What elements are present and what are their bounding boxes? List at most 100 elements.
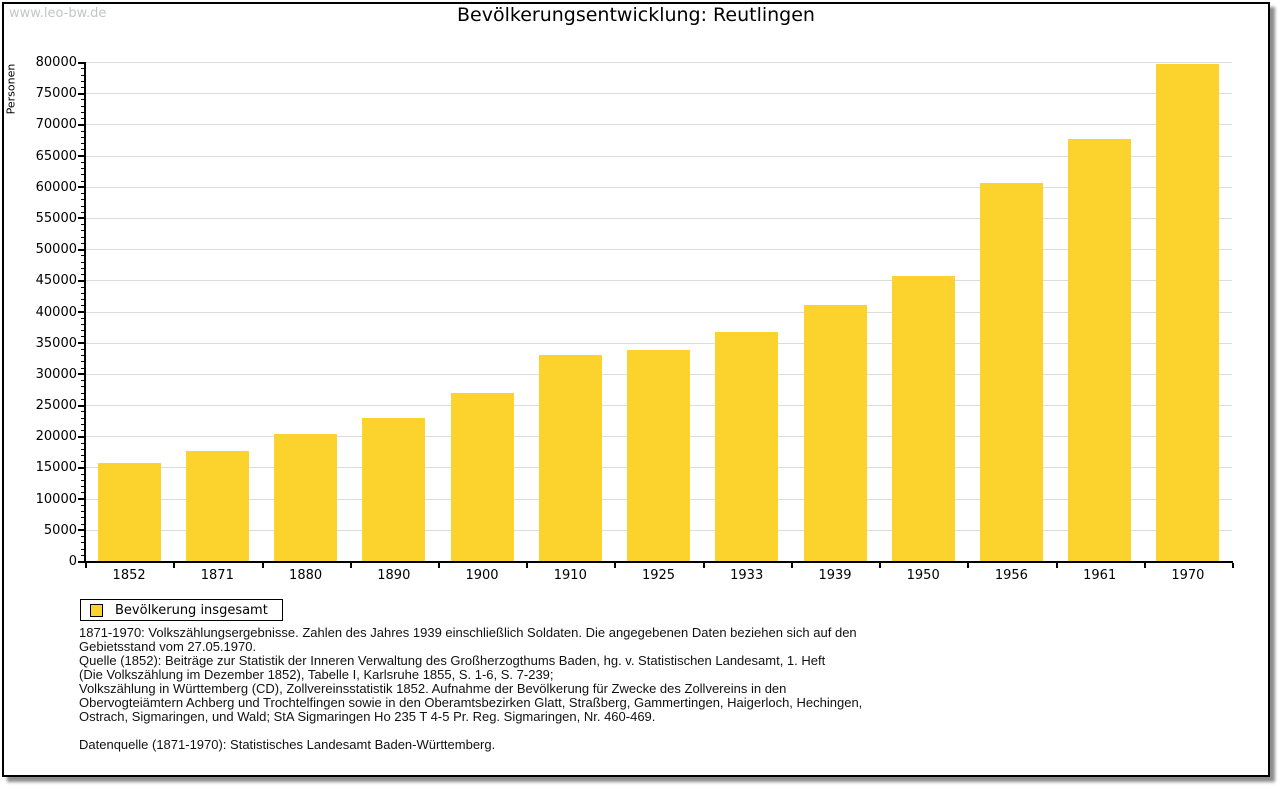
y-minor-tick — [81, 292, 85, 294]
y-minor-tick — [81, 330, 85, 332]
x-axis-line — [84, 561, 1233, 563]
y-minor-tick — [81, 348, 85, 350]
gridline — [85, 342, 1232, 344]
y-minor-tick — [81, 168, 85, 169]
y-major-tick — [78, 217, 85, 220]
bar — [979, 183, 1043, 561]
legend-box: Bevölkerung insgesamt — [80, 599, 283, 621]
y-minor-tick — [81, 305, 85, 307]
y-minor-tick — [81, 180, 85, 182]
bar — [715, 331, 779, 561]
y-minor-tick — [81, 236, 85, 238]
y-tick-label: 40000 — [35, 304, 77, 320]
y-major-tick — [78, 404, 85, 407]
y-minor-tick — [81, 417, 85, 419]
y-minor-tick — [81, 136, 85, 138]
y-major-tick — [78, 311, 85, 313]
y-minor-tick — [81, 143, 85, 145]
x-tick — [879, 563, 882, 568]
y-major-tick — [78, 155, 85, 158]
x-tick — [967, 563, 970, 568]
x-tick-label: 1871 — [200, 568, 234, 583]
gridline — [85, 186, 1232, 188]
bar — [274, 433, 338, 561]
y-minor-tick — [81, 205, 85, 207]
y-minor-tick — [81, 517, 85, 519]
y-tick-label: 60000 — [35, 179, 77, 195]
x-tick-label: 1925 — [641, 568, 676, 583]
y-minor-tick — [81, 523, 85, 525]
y-tick-label: 10000 — [35, 491, 77, 507]
y-tick-label: 75000 — [35, 86, 77, 102]
x-tick-label: 1961 — [1083, 568, 1117, 583]
x-tick — [349, 563, 352, 568]
bar — [891, 275, 955, 561]
bar — [97, 463, 161, 561]
x-tick — [173, 563, 176, 568]
y-minor-tick — [81, 548, 85, 550]
y-tick-label: 80000 — [35, 55, 77, 70]
y-axis-title: Personen — [4, 63, 18, 115]
y-major-tick — [78, 92, 85, 95]
watermark: www.leo-bw.de — [9, 6, 107, 21]
gridline — [85, 155, 1232, 157]
gridline — [85, 217, 1232, 219]
y-minor-tick — [81, 274, 85, 276]
y-tick-label: 20000 — [35, 429, 77, 445]
bar — [538, 355, 602, 561]
y-tick-label: 50000 — [35, 242, 77, 258]
y-minor-tick — [81, 486, 85, 488]
x-tick-label: 1950 — [906, 568, 940, 583]
y-minor-tick — [81, 355, 85, 357]
x-tick-label: 1970 — [1171, 568, 1205, 583]
legend-swatch-icon — [90, 603, 103, 617]
x-tick-label: 1890 — [377, 568, 411, 583]
y-minor-tick — [81, 242, 85, 244]
y-minor-tick — [81, 380, 85, 382]
y-minor-tick — [81, 473, 85, 475]
footnote-line: Obervogteiämtern Achberg und Trochtelfin… — [79, 695, 863, 710]
bar — [450, 392, 514, 561]
y-minor-tick — [81, 536, 85, 537]
y-minor-tick — [81, 174, 85, 176]
y-tick-label: 55000 — [35, 210, 77, 226]
y-major-tick — [78, 560, 85, 563]
y-minor-tick — [81, 367, 85, 369]
y-major-tick — [78, 123, 85, 126]
y-minor-tick — [81, 199, 85, 201]
footnote-line: Gebietsstand vom 27.05.1970. — [79, 639, 257, 654]
legend-label: Bevölkerung insgesamt — [115, 602, 268, 618]
x-tick — [261, 563, 264, 568]
x-tick-label: 1880 — [289, 568, 323, 583]
footnote-line: Ostrach, Sigmaringen, und Wald; StA Sigm… — [79, 709, 656, 724]
y-minor-tick — [81, 511, 85, 513]
y-minor-tick — [81, 361, 85, 363]
y-major-tick — [78, 435, 85, 438]
bar — [1068, 138, 1132, 561]
y-tick-label: 35000 — [35, 335, 77, 351]
y-tick-label: 30000 — [35, 366, 77, 382]
y-minor-tick — [81, 386, 85, 388]
y-minor-tick — [81, 299, 85, 300]
y-major-tick — [78, 498, 85, 501]
x-tick-label: 1933 — [730, 568, 764, 583]
y-minor-tick — [81, 411, 85, 413]
y-minor-tick — [81, 111, 85, 113]
y-major-tick — [78, 186, 85, 189]
footnote-line: Volkszählung in Württemberg (CD), Zollve… — [79, 681, 787, 696]
x-tick — [526, 563, 529, 568]
footnote-line: Datenquelle (1871-1970): Statistisches L… — [79, 737, 496, 752]
footnotes: 1871-1970: Volkszählungsergebnisse. Zahl… — [79, 626, 1179, 752]
x-tick-label: 1910 — [553, 568, 587, 583]
bar — [803, 305, 867, 561]
y-minor-tick — [81, 149, 85, 151]
y-minor-tick — [81, 211, 85, 213]
y-tick-label: 0 — [68, 554, 77, 569]
y-major-tick — [78, 248, 85, 251]
x-tick — [614, 563, 617, 568]
y-minor-tick — [81, 161, 85, 163]
gridline — [85, 249, 1232, 251]
y-major-tick — [78, 342, 85, 345]
y-minor-tick — [81, 230, 85, 232]
y-tick-label: 45000 — [35, 273, 77, 289]
